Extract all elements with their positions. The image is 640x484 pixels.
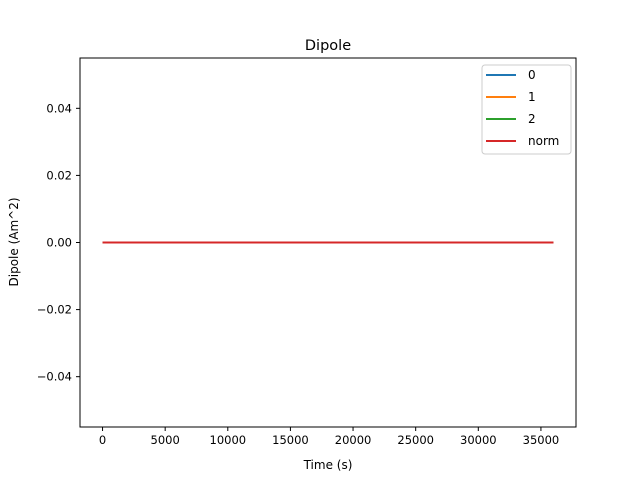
y-axis-label: Dipole (Am^2) bbox=[7, 197, 21, 286]
chart-title: Dipole bbox=[305, 38, 351, 54]
legend-box bbox=[481, 64, 572, 155]
legend-label-2: 2 bbox=[528, 112, 536, 126]
legend-label-norm: norm bbox=[528, 134, 559, 148]
x-tick-label-6: 30000 bbox=[460, 433, 497, 447]
legend: 0 1 2 norm bbox=[481, 64, 572, 155]
x-tick-label-7: 35000 bbox=[523, 433, 560, 447]
y-tick-label-2: 0.00 bbox=[46, 236, 72, 250]
legend-label-1: 1 bbox=[528, 90, 536, 104]
y-tick-label-3: 0.02 bbox=[46, 168, 72, 182]
y-tick-label-0: −0.04 bbox=[37, 370, 72, 384]
x-tick-label-1: 5000 bbox=[151, 433, 180, 447]
y-tick-label-1: −0.02 bbox=[37, 303, 72, 317]
x-tick-label-3: 15000 bbox=[272, 433, 309, 447]
x-tick-label-4: 20000 bbox=[335, 433, 372, 447]
x-axis-label: Time (s) bbox=[303, 458, 353, 472]
x-tick-label-0: 0 bbox=[99, 433, 106, 447]
x-tick-label-5: 25000 bbox=[397, 433, 434, 447]
x-tick-label-2: 10000 bbox=[210, 433, 247, 447]
axes-layer: 0 5000 10000 15000 20000 25000 30000 35000 −0.04… bbox=[37, 57, 577, 447]
y-tick-label-4: 0.04 bbox=[46, 101, 72, 115]
legend-label-0: 0 bbox=[528, 68, 536, 82]
